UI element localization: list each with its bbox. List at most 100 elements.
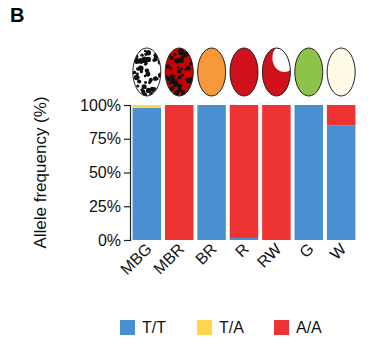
seed-speck — [186, 66, 191, 71]
seed-speck — [176, 66, 179, 69]
seed-speck — [158, 51, 163, 56]
seed-body — [165, 48, 193, 96]
seed-speck — [165, 93, 168, 96]
tick-mark — [124, 206, 130, 207]
legend-swatch — [120, 320, 135, 335]
bar — [262, 105, 291, 240]
series-bars — [133, 105, 162, 108]
legend-swatch — [274, 320, 289, 335]
seed-speck — [180, 67, 183, 70]
bar — [295, 105, 324, 106]
tick-mark — [124, 139, 130, 140]
seed-speck — [173, 84, 177, 88]
tick-label: RW — [254, 239, 285, 270]
x-axis: MBGMBRBR RRW GW — [117, 239, 350, 277]
seed — [164, 48, 195, 96]
seed-speck — [153, 57, 158, 62]
tick: 50% — [89, 164, 130, 181]
seed-speck — [137, 48, 141, 52]
seed-speck — [144, 81, 147, 84]
seed-pattern — [164, 48, 195, 96]
tick-label: BR — [192, 240, 220, 268]
tick-label: MBR — [150, 240, 187, 277]
seed-speck — [148, 81, 151, 84]
seed-body — [198, 48, 226, 96]
tick-label: W — [327, 239, 350, 262]
seed-outline — [230, 48, 258, 96]
seed-speck — [144, 53, 147, 56]
tick: 0% — [98, 232, 130, 249]
seed-speck — [185, 78, 189, 82]
bar — [197, 105, 226, 106]
seed — [262, 44, 296, 96]
legend-label: T/T — [142, 319, 166, 336]
seed-outline — [133, 48, 161, 96]
legend-swatch — [197, 320, 212, 335]
seed — [295, 48, 323, 96]
series-bars — [133, 105, 356, 240]
seed-outline — [198, 48, 226, 96]
legend-item: T/T — [120, 319, 166, 336]
bar — [165, 105, 194, 240]
seed-speck — [177, 76, 181, 80]
seed-pattern — [132, 47, 164, 98]
seed-speck — [181, 56, 185, 60]
seed-speck — [152, 59, 155, 62]
seed-speck — [132, 47, 134, 49]
seed-body — [327, 48, 355, 96]
tick-label: 25% — [89, 198, 121, 215]
seed-speck — [140, 71, 143, 74]
seed — [198, 48, 226, 96]
seed-outline — [165, 48, 193, 96]
tick-label: MBG — [117, 240, 155, 278]
tick: 25% — [89, 198, 130, 215]
legend-item: A/A — [274, 319, 322, 336]
axis-line — [124, 106, 131, 241]
bar — [133, 105, 162, 106]
seed-speck — [136, 73, 139, 76]
seed-speck — [156, 77, 159, 80]
bar — [230, 238, 259, 240]
seed-speck — [145, 69, 149, 73]
tick-label: 0% — [98, 232, 121, 249]
series-bars — [165, 105, 355, 240]
seed-speck — [190, 88, 195, 93]
panel-label: B — [10, 4, 24, 26]
tick-label: 50% — [89, 164, 121, 181]
bar — [197, 105, 226, 240]
tick: W — [327, 239, 350, 262]
bar — [230, 105, 259, 238]
seed-speck — [140, 70, 143, 73]
seed-icons — [132, 44, 356, 98]
seed-speck — [170, 74, 175, 79]
bars — [133, 105, 356, 240]
seed-speck — [146, 57, 151, 62]
seed-body — [295, 48, 323, 96]
chart: B0%25%50%75%100%MBGMBRBRRRWGWAllele freq… — [0, 0, 377, 362]
tick-mark — [124, 172, 130, 173]
tick: R — [232, 240, 252, 260]
tick-mark — [124, 240, 130, 241]
tick-label: 75% — [89, 130, 121, 147]
seed-speck — [149, 78, 153, 82]
seed-speck — [173, 53, 177, 57]
seed-outline — [327, 48, 355, 96]
bar — [133, 105, 162, 108]
tick: G — [296, 240, 317, 261]
seed-speck — [150, 87, 155, 92]
seed — [327, 48, 355, 96]
seed-speck — [181, 74, 184, 77]
tick: MBR — [150, 240, 187, 277]
seed-speck — [158, 50, 163, 55]
seed-speck — [153, 76, 158, 81]
legend-label: A/A — [296, 319, 322, 336]
tick: 100% — [80, 97, 130, 114]
seed-speck — [137, 79, 141, 83]
y-axis: 0% 25% 50% 75% 100% — [80, 97, 130, 249]
seed-speck — [144, 75, 147, 78]
legend: T/TT/AA/A — [120, 319, 322, 336]
seed-speck — [144, 61, 147, 64]
tick: BR — [192, 240, 220, 268]
seed-speck — [177, 70, 181, 74]
seed-outline — [295, 48, 323, 96]
